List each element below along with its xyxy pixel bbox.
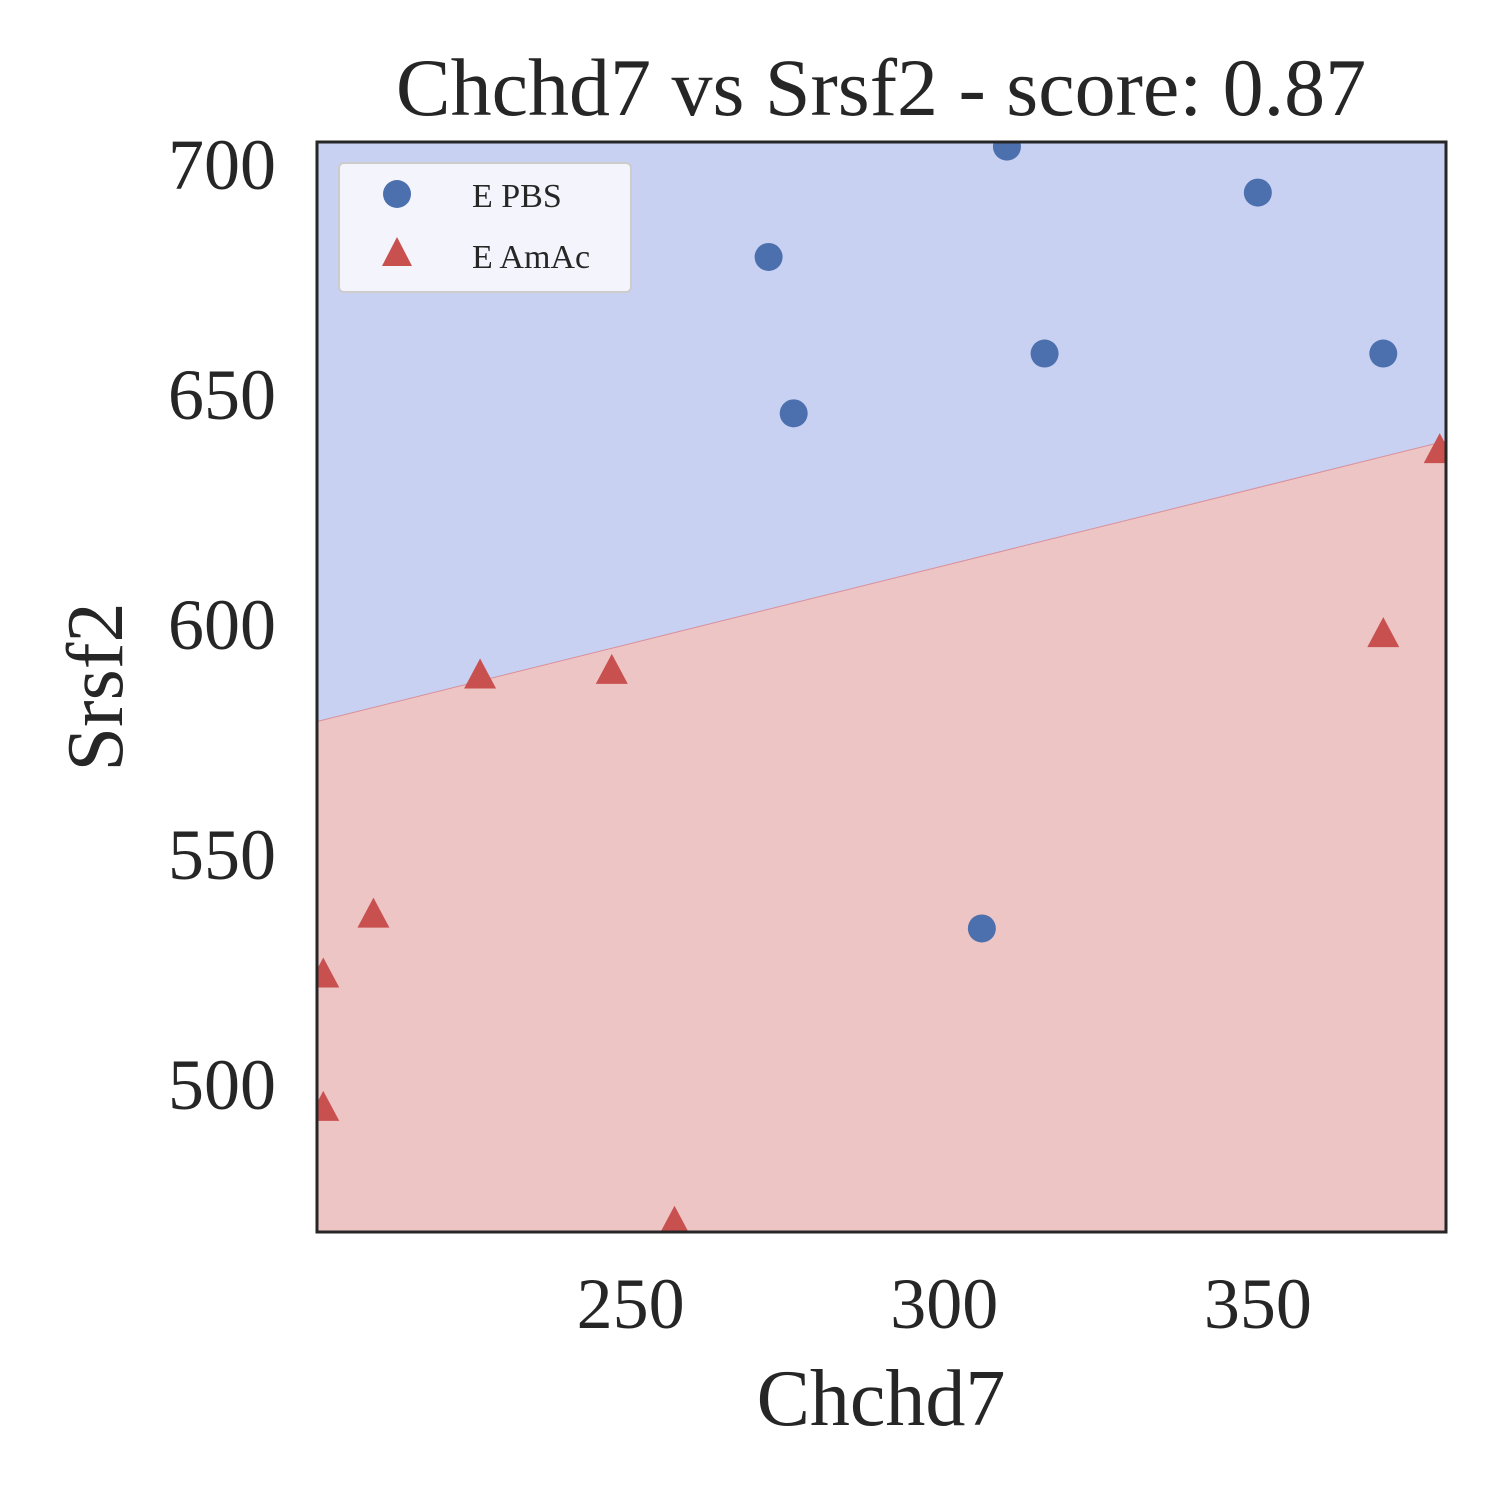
legend-box	[338, 162, 632, 293]
y-tick-label: 600	[168, 585, 276, 665]
y-tick-label: 550	[168, 815, 276, 895]
data-point-pbs	[779, 399, 808, 428]
x-tick-label: 250	[577, 1264, 685, 1344]
x-tick-label: 300	[890, 1264, 998, 1344]
region-lower	[317, 440, 1446, 1232]
y-tick-label: 650	[168, 355, 276, 435]
x-axis-label: Chchd7	[757, 1355, 1006, 1443]
legend-label-amac: E AmAc	[472, 239, 590, 276]
chart-title: Chchd7 vs Srsf2 - score: 0.87	[396, 42, 1366, 133]
plot-frame	[315, 140, 1448, 1234]
data-point-pbs	[754, 242, 783, 271]
data-point-amac	[317, 1090, 340, 1121]
data-point-amac	[317, 957, 340, 988]
x-tick-label: 350	[1204, 1264, 1312, 1344]
legend-marker-amac	[382, 237, 412, 266]
data-point-amac	[464, 658, 497, 689]
data-point-amac	[660, 1205, 689, 1232]
data-point-pbs	[1243, 178, 1272, 207]
data-point-pbs	[967, 914, 996, 943]
legend-label-pbs: E PBS	[472, 178, 562, 215]
data-point-pbs	[992, 142, 1021, 161]
y-tick-label: 500	[168, 1045, 276, 1125]
data-point-amac	[357, 897, 390, 928]
data-point-amac	[1423, 433, 1446, 464]
legend: E PBS E AmAc	[338, 162, 632, 293]
data-point-amac	[1367, 617, 1400, 648]
data-point-amac	[595, 653, 628, 684]
data-point-pbs	[1369, 339, 1398, 368]
y-axis-label: Srsf2	[52, 603, 140, 772]
data-point-pbs	[1030, 339, 1059, 368]
legend-marker-pbs	[383, 180, 411, 208]
y-tick-label: 700	[168, 125, 276, 205]
decision-boundary-line	[317, 440, 1446, 722]
data-marks	[317, 142, 1446, 1232]
axis-ticks: 250 300 350 500 550 600 650 700	[168, 125, 1312, 1344]
